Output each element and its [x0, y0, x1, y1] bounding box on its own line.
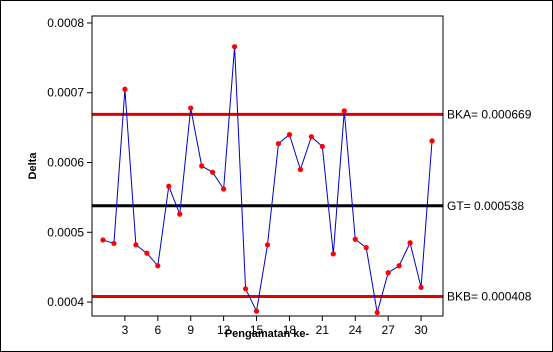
x-tick-label-27: 27 — [381, 323, 395, 337]
reference-line-label-1: GT= 0.000538 — [447, 199, 524, 213]
data-point-20 — [308, 134, 314, 140]
reference-lines — [92, 112, 443, 298]
data-point-21 — [319, 143, 325, 150]
data-point-28 — [396, 263, 402, 269]
data-point-11 — [210, 169, 216, 175]
data-point-2 — [111, 240, 117, 247]
data-point-24 — [352, 236, 358, 242]
x-tick-label-3: 3 — [122, 323, 129, 337]
data-point-31 — [429, 138, 435, 144]
data-point-15 — [253, 308, 260, 314]
data-point-25 — [363, 245, 369, 251]
x-axis: 3 6 9 12 15 18 21 24 27 30 — [122, 316, 428, 337]
x-tick-label-15: 15 — [250, 323, 264, 337]
data-point-8 — [177, 211, 183, 217]
data-point-16 — [264, 242, 271, 248]
y-tick-label-2: 0.0006 — [47, 156, 84, 170]
y-axis: 0.0004 0.0005 0.0006 0.0007 0.0008 — [47, 16, 92, 309]
data-point-17 — [275, 141, 282, 147]
data-point-18 — [286, 132, 293, 138]
x-tick-label-12: 12 — [217, 323, 231, 337]
plot-area — [91, 15, 444, 317]
y-tick-label-0: 0.0004 — [47, 295, 84, 309]
data-point-26 — [374, 309, 380, 316]
data-point-29 — [407, 240, 413, 246]
x-tick-label-6: 6 — [154, 323, 161, 337]
data-point-23 — [341, 108, 347, 114]
data-point-27 — [385, 270, 391, 276]
x-tick-label-9: 9 — [187, 323, 194, 337]
x-axis-title: Pengamatan ke- — [225, 328, 310, 340]
data-point-6 — [155, 263, 161, 269]
x-tick-label-24: 24 — [349, 323, 363, 337]
series-points-group — [100, 44, 435, 316]
data-point-4 — [133, 242, 139, 248]
data-point-3 — [122, 86, 128, 92]
data-point-14 — [242, 286, 249, 292]
data-point-9 — [188, 105, 194, 111]
reference-labels: BKA= 0.000669 GT= 0.000538 BKB= 0.000408 — [447, 107, 532, 303]
x-tick-label-21: 21 — [316, 323, 330, 337]
data-point-19 — [297, 166, 304, 173]
x-tick-label-30: 30 — [414, 323, 428, 337]
y-axis-title: Delta — [27, 152, 39, 180]
reference-line-label-0: BKA= 0.000669 — [447, 107, 532, 121]
y-tick-label-3: 0.0007 — [47, 86, 84, 100]
data-point-5 — [144, 250, 150, 256]
data-point-10 — [199, 163, 205, 169]
y-tick-label-4: 0.0008 — [47, 16, 84, 30]
data-point-1 — [100, 237, 106, 243]
data-point-13 — [231, 44, 238, 50]
reference-line-label-2: BKB= 0.000408 — [447, 289, 532, 303]
data-point-22 — [330, 251, 336, 257]
data-point-7 — [166, 183, 172, 189]
data-point-12 — [221, 186, 227, 192]
data-point-30 — [418, 284, 424, 290]
y-tick-label-1: 0.0005 — [47, 225, 84, 239]
x-tick-label-18: 18 — [283, 323, 297, 337]
